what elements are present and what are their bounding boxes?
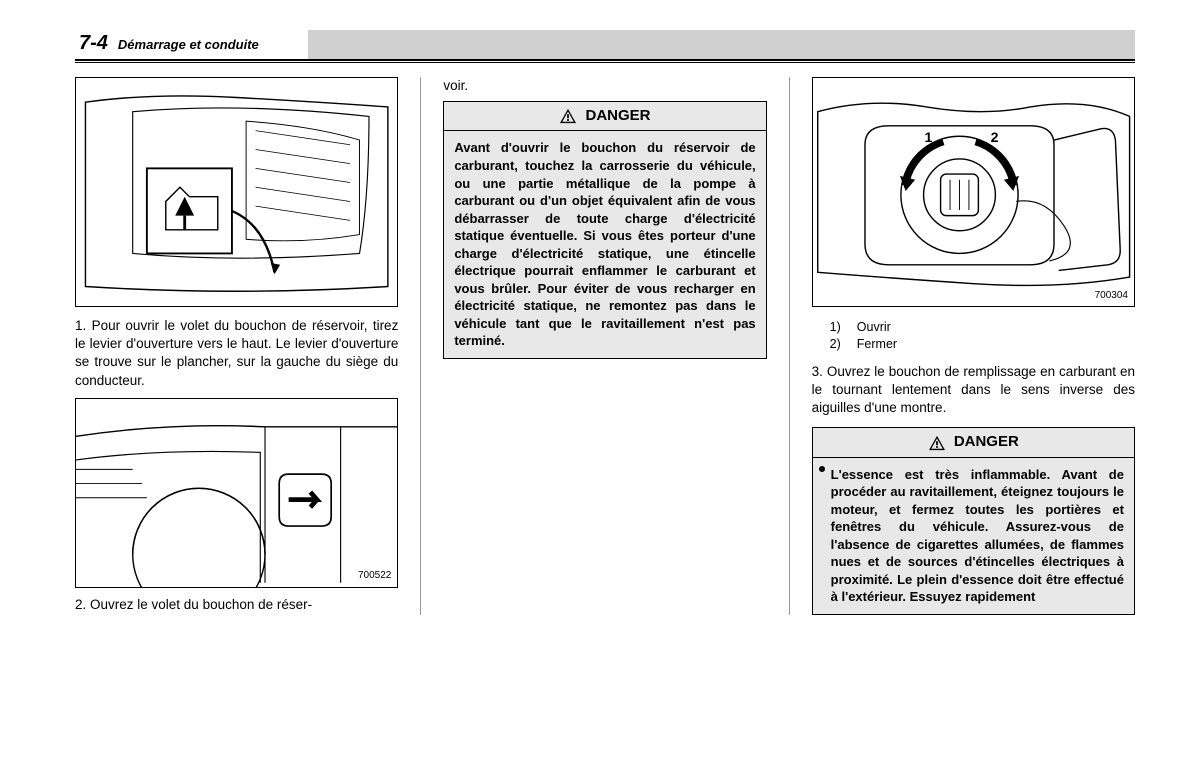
danger-label-2: DANGER bbox=[954, 432, 1019, 452]
danger-label-1: DANGER bbox=[585, 106, 650, 126]
page-header: 7-4 Démarrage et conduite bbox=[75, 30, 1135, 61]
bullet-icon bbox=[819, 466, 825, 472]
step-2-continuation: voir. bbox=[443, 77, 766, 95]
legend-1-num: 1) bbox=[830, 319, 841, 336]
danger-box-1: DANGER Avant d'ouvrir le bouchon du rése… bbox=[443, 101, 766, 359]
svg-text:1: 1 bbox=[924, 130, 932, 146]
figure-3-legend: 1) Ouvrir 2) Fermer bbox=[830, 319, 1135, 353]
manual-page: 7-4 Démarrage et conduite bbox=[0, 0, 1200, 645]
danger-text-1: Avant d'ouvrir le bouchon du réservoir d… bbox=[444, 131, 765, 358]
content-columns: 1. Pour ouvrir le volet du bouchon de ré… bbox=[75, 77, 1135, 615]
page-number: 7-4 bbox=[75, 32, 108, 55]
legend-2-num: 2) bbox=[830, 336, 841, 353]
fuel-door-illustration bbox=[76, 399, 397, 587]
header-underline bbox=[75, 62, 1135, 63]
figure-3-code: 700304 bbox=[1095, 289, 1128, 303]
section-title: Démarrage et conduite bbox=[118, 37, 259, 52]
step-2-text: 2. Ouvrez le volet du bouchon de réser- bbox=[75, 596, 398, 614]
warning-icon bbox=[928, 435, 946, 451]
danger-header-1: DANGER bbox=[444, 102, 765, 131]
figure-fuel-door: 700522 bbox=[75, 398, 398, 588]
step-1-text: 1. Pour ouvrir le volet du bouchon de ré… bbox=[75, 317, 398, 390]
column-1: 1. Pour ouvrir le volet du bouchon de ré… bbox=[75, 77, 398, 615]
figure-lever bbox=[75, 77, 398, 307]
legend-2-text: Fermer bbox=[857, 336, 897, 353]
legend-row-1: 1) Ouvrir bbox=[830, 319, 1135, 336]
column-2: voir. DANGER Avant d'ouvrir le bouchon d… bbox=[443, 77, 766, 615]
column-divider-1 bbox=[420, 77, 421, 615]
warning-icon bbox=[559, 108, 577, 124]
legend-row-2: 2) Fermer bbox=[830, 336, 1135, 353]
figure-2-code: 700522 bbox=[358, 569, 391, 583]
legend-1-text: Ouvrir bbox=[857, 319, 891, 336]
lever-illustration bbox=[76, 78, 397, 306]
column-3: 1 2 700304 1) Ouvrir 2) Fermer bbox=[812, 77, 1135, 615]
danger-text-2: L'essence est très inflammable. Avant de… bbox=[813, 458, 1134, 614]
svg-text:2: 2 bbox=[990, 130, 998, 146]
fuel-cap-illustration: 1 2 bbox=[813, 78, 1134, 306]
figure-fuel-cap: 1 2 700304 bbox=[812, 77, 1135, 307]
danger-header-2: DANGER bbox=[813, 428, 1134, 457]
column-divider-2 bbox=[789, 77, 790, 615]
danger-text-2-content: L'essence est très inflammable. Avant de… bbox=[831, 467, 1124, 605]
step-3-text: 3. Ouvrez le bouchon de remplissage en c… bbox=[812, 363, 1135, 418]
danger-box-2: DANGER L'essence est très inflammable. A… bbox=[812, 427, 1135, 615]
